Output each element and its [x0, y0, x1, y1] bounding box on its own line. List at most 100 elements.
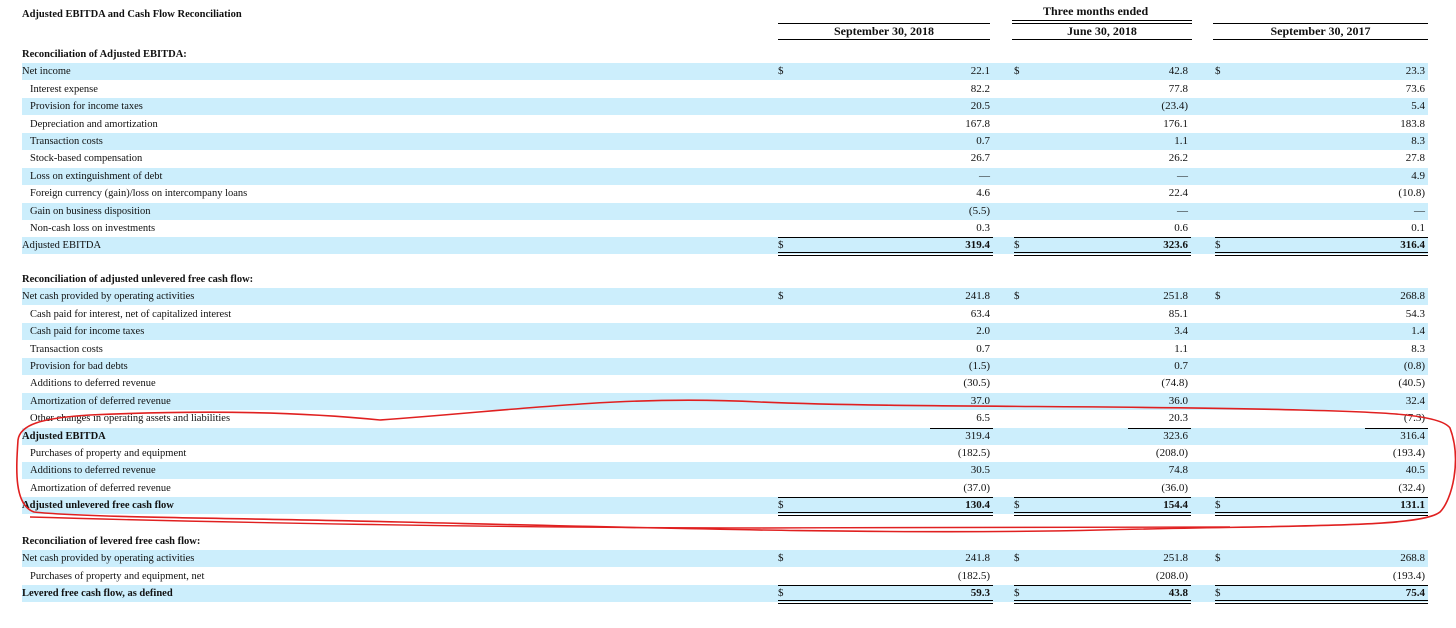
- section-heading-label: Reconciliation of levered free cash flow…: [22, 536, 201, 547]
- table-row-amortization-of-deferred-revenue: Amortization of deferred revenue (37.0) (3…: [22, 480, 1428, 497]
- cell-value: 0.6: [1174, 222, 1188, 234]
- cell-value: 54.3: [1405, 308, 1425, 320]
- currency-symbol: $: [1014, 65, 1020, 77]
- total-double-rule: [778, 512, 993, 516]
- subtotal-rule: [778, 237, 993, 238]
- currency-symbol: $: [1014, 239, 1020, 251]
- table-row-gain-on-business-disposition: Gain on business disposition (5.5) — —: [22, 203, 1428, 220]
- total-double-rule: [1014, 512, 1191, 516]
- cell-value: (74.8): [1161, 377, 1188, 389]
- cell-value: (32.4): [1398, 482, 1425, 494]
- table-row-non-cash-loss-on-investments: Non-cash loss on investments 0.3 0.6 0.1: [22, 220, 1428, 237]
- currency-symbol: $: [778, 65, 784, 77]
- row-label: Non-cash loss on investments: [30, 223, 156, 234]
- row-label: Additions to deferred revenue: [30, 378, 156, 389]
- cell-value: 251.8: [1163, 552, 1188, 564]
- cell-value: 20.5: [970, 100, 990, 112]
- subtotal-rule: [1215, 237, 1428, 238]
- cell-value: 319.4: [965, 430, 990, 442]
- cell-value: 22.1: [970, 65, 990, 77]
- cell-value: 77.8: [1168, 83, 1188, 95]
- cell-value: 82.2: [970, 83, 990, 95]
- table-row-loss-on-extinguishment-of-debt: Loss on extinguishment of debt — — 4.9: [22, 168, 1428, 185]
- cell-value: 73.6: [1405, 83, 1425, 95]
- cell-value: —: [1177, 205, 1188, 217]
- row-label: Provision for bad debts: [30, 361, 128, 372]
- table-row-purchases-of-property-and-equipment-net: Purchases of property and equipment, net…: [22, 568, 1428, 585]
- cell-value: 0.7: [1174, 360, 1188, 372]
- cell-value: (5.5): [968, 205, 990, 217]
- table-row-stock-based-compensation: Stock-based compensation 26.7 26.2 27.8: [22, 150, 1428, 167]
- section-heading: Reconciliation of levered free cash flow…: [22, 533, 1428, 550]
- table-row-net-income: Net income $22.1 $42.8 $23.3: [22, 63, 1428, 80]
- table-row-transaction-costs: Transaction costs 0.7 1.1 8.3: [22, 341, 1428, 358]
- row-label: Purchases of property and equipment, net: [30, 571, 205, 582]
- cell-value: 1.1: [1174, 135, 1188, 147]
- subtotal-rule: [930, 428, 993, 429]
- row-label: Levered free cash flow, as defined: [22, 588, 173, 599]
- cell-value: 30.5: [970, 464, 990, 476]
- cell-value: 37.0: [970, 395, 990, 407]
- cell-value: 316.4: [1400, 239, 1425, 251]
- cell-value: (193.4): [1392, 447, 1425, 459]
- cell-value: (193.4): [1392, 570, 1425, 582]
- total-double-rule: [778, 252, 993, 256]
- row-label: Foreign currency (gain)/loss on intercom…: [30, 188, 248, 199]
- subtotal-rule: [1365, 428, 1428, 429]
- row-label: Depreciation and amortization: [30, 119, 158, 130]
- cell-value: 26.2: [1168, 152, 1188, 164]
- cell-value: 167.8: [965, 118, 990, 130]
- subtotal-rule: [1014, 497, 1191, 498]
- row-label: Cash paid for income taxes: [30, 326, 145, 337]
- row-label: Adjusted unlevered free cash flow: [22, 500, 174, 511]
- cell-value: (0.8): [1403, 360, 1425, 372]
- currency-symbol: $: [778, 587, 784, 599]
- table-row-adjusted-ebitda: Adjusted EBITDA 319.4 323.6 316.4: [22, 428, 1428, 445]
- table-row-additions-to-deferred-revenue: Additions to deferred revenue 30.5 74.8 40.…: [22, 462, 1428, 479]
- table-row-additions-to-deferred-revenue: Additions to deferred revenue (30.5) (74.8…: [22, 375, 1428, 392]
- cell-value: 40.5: [1405, 464, 1425, 476]
- currency-symbol: $: [1215, 552, 1221, 564]
- currency-symbol: $: [778, 552, 784, 564]
- total-double-rule: [778, 600, 993, 604]
- row-label: Interest expense: [30, 84, 98, 95]
- row-label: Adjusted EBITDA: [22, 240, 102, 251]
- currency-symbol: $: [1014, 552, 1020, 564]
- table-row-adjusted-ebitda: Adjusted EBITDA $319.4 $323.6 $316.4: [22, 237, 1428, 256]
- period-header: Three months ended: [1043, 4, 1149, 18]
- section-heading: Reconciliation of Adjusted EBITDA:: [22, 46, 1428, 63]
- cell-value: 323.6: [1163, 239, 1188, 251]
- row-label: Net cash provided by operating activitie…: [22, 553, 195, 564]
- table-row-levered-free-cash-flow-as-defined: Levered free cash flow, as defined $59.3 $…: [22, 585, 1428, 604]
- cell-value: 0.1: [1411, 222, 1425, 234]
- cell-value: 8.3: [1411, 135, 1425, 147]
- cell-value: 241.8: [965, 552, 990, 564]
- cell-value: 176.1: [1163, 118, 1188, 130]
- cell-value: 183.8: [1400, 118, 1425, 130]
- table-row-provision-for-bad-debts: Provision for bad debts (1.5) 0.7 (0.8): [22, 358, 1428, 375]
- cell-value: 8.3: [1411, 343, 1425, 355]
- cell-value: 0.7: [976, 135, 990, 147]
- cell-value: 1.1: [1174, 343, 1188, 355]
- currency-symbol: $: [1014, 290, 1020, 302]
- cell-value: 319.4: [965, 239, 990, 251]
- section-heading-label: Reconciliation of adjusted unlevered fre…: [22, 274, 254, 285]
- currency-symbol: $: [1215, 290, 1221, 302]
- cell-value: 268.8: [1400, 552, 1425, 564]
- cell-value: (7.3): [1403, 412, 1425, 424]
- cell-value: (10.8): [1398, 187, 1425, 199]
- report-title: Adjusted EBITDA and Cash Flow Reconcilia…: [22, 9, 242, 20]
- row-label: Net cash provided by operating activitie…: [22, 291, 195, 302]
- row-label: Net income: [22, 66, 71, 77]
- cell-value: 20.3: [1168, 412, 1188, 424]
- cell-value: 36.0: [1168, 395, 1188, 407]
- cell-value: 22.4: [1168, 187, 1188, 199]
- cell-value: 4.9: [1411, 170, 1425, 182]
- period-header-rule: [1012, 20, 1192, 21]
- cell-value: 74.8: [1168, 464, 1188, 476]
- cell-value: 2.0: [976, 325, 990, 337]
- subtotal-rule: [778, 585, 993, 586]
- subtotal-rule: [1128, 428, 1191, 429]
- table-row-other-changes-in-operating-assets-and-liabilities: Other changes in operating assets and li…: [22, 410, 1428, 427]
- cell-value: 43.8: [1168, 587, 1188, 599]
